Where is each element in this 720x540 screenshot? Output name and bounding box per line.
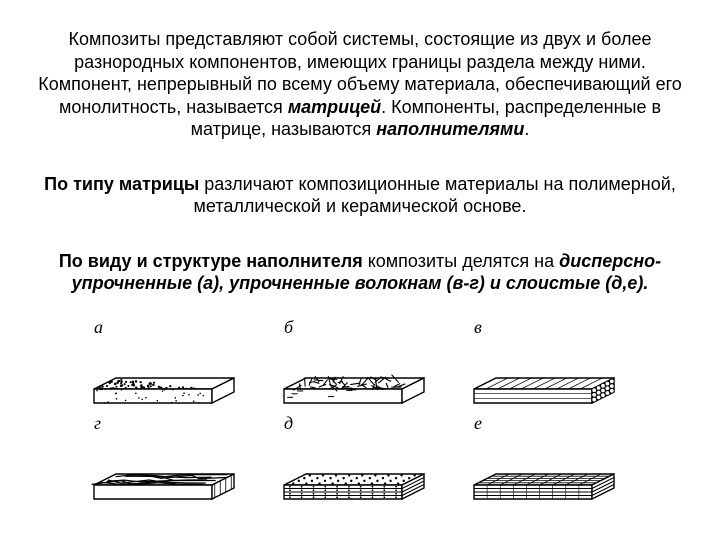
slab-f	[474, 474, 614, 499]
p1-text-c: .	[524, 119, 529, 139]
paragraph-intro: Композиты представляют собой системы, со…	[34, 28, 686, 141]
diagram-label-e: д	[284, 413, 293, 433]
diagram-label-c: в	[474, 317, 482, 337]
diagram-label-a: а	[94, 317, 103, 337]
paragraph-matrix-types: По типу матрицы различают композиционные…	[34, 173, 686, 218]
p2-rest: различают композиционные материалы на по…	[194, 174, 676, 217]
slab-c	[474, 378, 614, 403]
diagram-label-d: г	[94, 413, 101, 433]
p1-term-matrix: матрицей	[288, 97, 381, 117]
p3-bold: По виду и структуре наполнителя	[59, 251, 363, 271]
diagram-label-b: б	[284, 317, 294, 337]
diagram-label-f: е	[474, 413, 482, 433]
p1-term-fillers: наполнителями	[376, 119, 524, 139]
paragraph-filler-types: По виду и структуре наполнителя композит…	[34, 250, 686, 295]
slab-d	[92, 474, 234, 499]
p3-mid: композиты делятся на	[363, 251, 559, 271]
p2-bold: По типу матрицы	[44, 174, 199, 194]
composite-diagram: а б в г д е	[34, 301, 686, 533]
composite-diagram-svg: а б в г д е	[70, 301, 650, 501]
slab-a	[94, 378, 234, 404]
slab-b	[284, 374, 424, 402]
slab-e	[284, 474, 424, 499]
